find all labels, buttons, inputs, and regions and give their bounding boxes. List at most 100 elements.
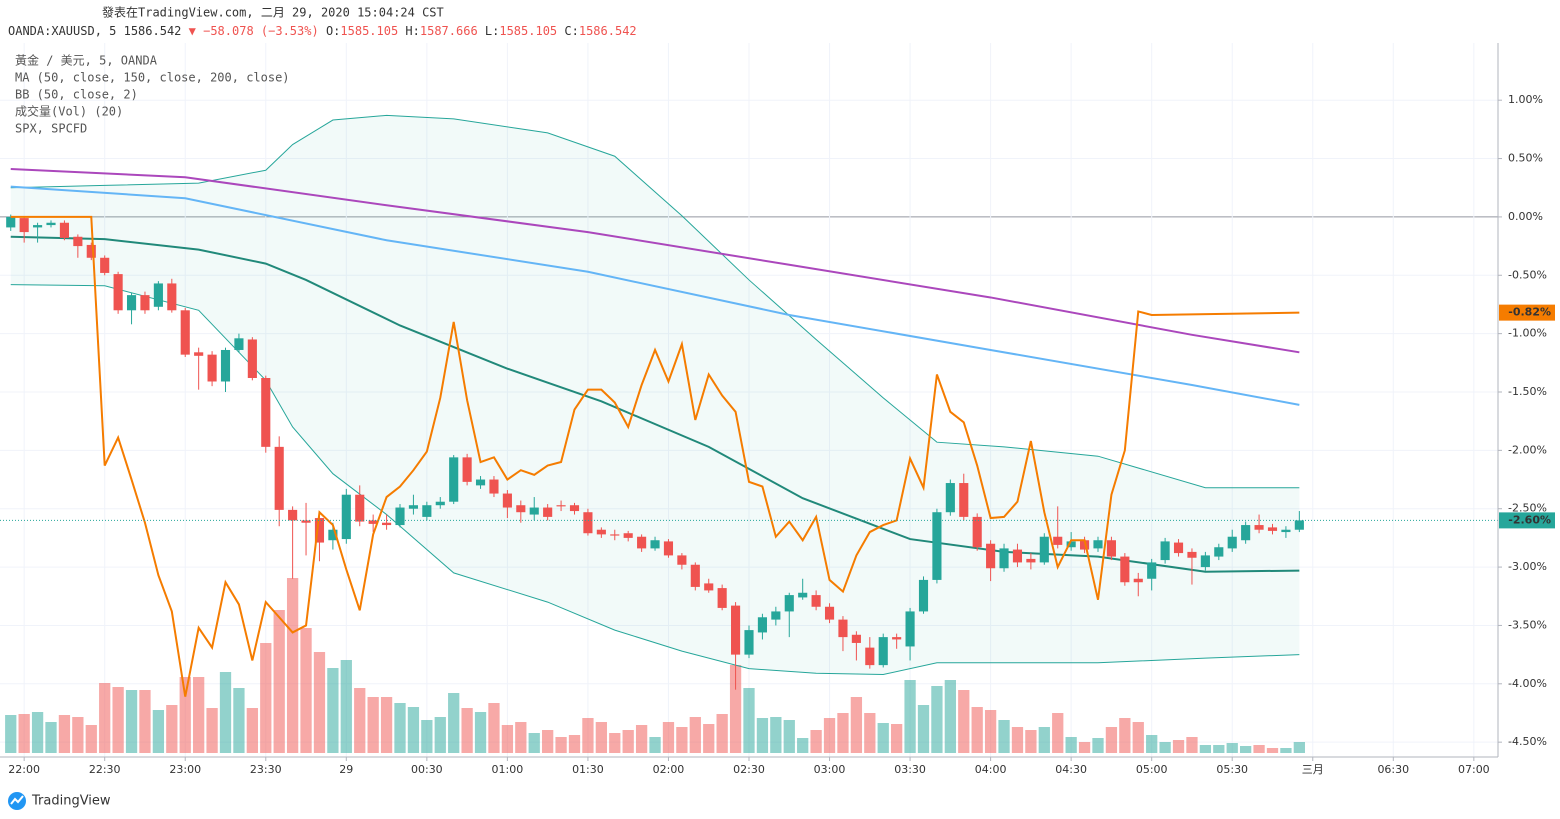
volume-bar xyxy=(555,737,567,753)
volume-bar xyxy=(58,715,71,753)
candle-body xyxy=(596,529,606,535)
candle-body xyxy=(1187,551,1197,558)
volume-bar xyxy=(273,610,285,753)
candle-body xyxy=(328,529,338,541)
candle-body xyxy=(704,583,714,591)
candle-body xyxy=(1066,541,1076,548)
band-upper xyxy=(10,114,1300,489)
x-tick-label: 23:30 xyxy=(250,763,282,776)
volume-bar xyxy=(125,690,138,753)
x-tick-label: 03:30 xyxy=(894,763,926,776)
volume-bar xyxy=(18,714,30,753)
x-tick-label: 03:00 xyxy=(814,763,846,776)
price-badge xyxy=(1499,512,1555,529)
volume-bar xyxy=(810,730,822,753)
candle-body xyxy=(851,634,861,643)
volume-bar xyxy=(233,688,245,753)
price-badge-label: -0.82% xyxy=(1508,306,1551,319)
price-badge xyxy=(1499,304,1555,321)
candle-body xyxy=(314,518,325,543)
volume-bar xyxy=(1025,730,1037,753)
quote-label: L: xyxy=(485,24,499,38)
candle-body xyxy=(1106,540,1116,557)
volume-bar xyxy=(461,708,473,753)
x-tick-label: 29 xyxy=(339,763,353,776)
x-tick-label: 23:00 xyxy=(169,763,201,776)
y-tick-label: 0.00% xyxy=(1508,210,1543,223)
volume-bar xyxy=(421,720,433,753)
candle-body xyxy=(274,446,284,510)
candle-body xyxy=(637,536,647,549)
volume-bar xyxy=(931,686,943,753)
volume-bar xyxy=(944,680,956,753)
candle-body xyxy=(355,494,365,522)
volume-bar xyxy=(1159,742,1171,753)
volume-bar xyxy=(1226,743,1238,753)
volume-bar xyxy=(797,738,809,753)
candle-body xyxy=(261,377,271,447)
x-tick-label: 22:30 xyxy=(89,763,121,776)
volume-bar xyxy=(1038,727,1050,753)
candle-body xyxy=(1173,542,1184,554)
volume-bar xyxy=(1172,740,1185,753)
candle-body xyxy=(798,592,808,598)
candle-body xyxy=(449,457,459,502)
candle-body xyxy=(959,483,969,517)
candle-body xyxy=(207,354,217,382)
volume-bar xyxy=(837,713,849,753)
volume-bar xyxy=(380,697,393,753)
candle-body xyxy=(972,516,982,548)
volume-bar xyxy=(568,735,581,753)
change: −58.078 (−3.53%) xyxy=(203,24,319,38)
candle-body xyxy=(1120,556,1130,583)
candle-body xyxy=(86,244,96,258)
candle-body xyxy=(811,595,821,607)
quote-label: O: xyxy=(326,24,340,38)
volume-bar xyxy=(595,722,607,753)
volume-bar xyxy=(971,707,983,753)
candle-body xyxy=(1026,558,1036,563)
candle-body xyxy=(153,283,163,307)
candle-body xyxy=(422,505,432,517)
volume-bar xyxy=(703,724,715,753)
y-tick-label: -4.50% xyxy=(1508,735,1547,748)
candle-body xyxy=(516,505,526,513)
candle-body xyxy=(33,225,43,228)
candle-body xyxy=(73,236,83,247)
candle-body xyxy=(408,505,418,509)
volume-bar xyxy=(313,652,326,753)
volume-bar xyxy=(354,688,366,753)
volume-bar xyxy=(609,733,621,753)
volume-bar xyxy=(1266,748,1279,753)
logo-icon xyxy=(10,795,24,805)
candle-body xyxy=(368,520,378,524)
volume-bar xyxy=(72,717,84,753)
candle-body xyxy=(905,611,915,647)
volume-bar xyxy=(1119,718,1131,753)
brand: TradingView xyxy=(31,794,111,809)
candle-body xyxy=(838,619,848,638)
candle-body xyxy=(462,457,472,482)
candle-body xyxy=(1160,541,1170,561)
candle-body xyxy=(301,520,311,523)
change-arrow: ▼ xyxy=(189,24,197,38)
volume-bar xyxy=(676,727,688,753)
volume-bar xyxy=(1280,748,1292,753)
candle-body xyxy=(113,274,123,311)
candle-body xyxy=(1053,536,1063,545)
x-tick-label: 01:00 xyxy=(492,763,524,776)
candle-body xyxy=(1294,520,1304,530)
candle-body xyxy=(288,509,298,521)
y-tick-label: -2.50% xyxy=(1508,502,1547,515)
volume-bar xyxy=(99,683,111,753)
volume-bar xyxy=(1065,737,1077,753)
candle-body xyxy=(1133,578,1143,583)
volume-bar xyxy=(823,718,836,753)
quote-value: 1587.666 xyxy=(420,24,478,38)
x-tick-label: 22:00 xyxy=(8,763,40,776)
candle-body xyxy=(757,617,767,633)
legend-entry: SPX, SPCFD xyxy=(15,122,87,136)
x-tick-label: 02:30 xyxy=(733,763,765,776)
volume-bar xyxy=(448,693,460,753)
